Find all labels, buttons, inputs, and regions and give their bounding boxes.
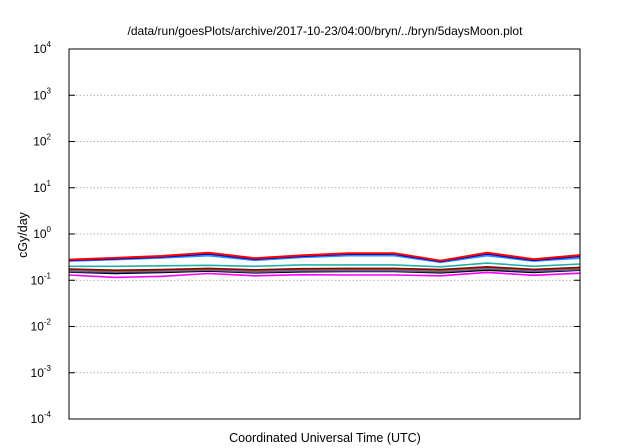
series-line [68,254,581,264]
y-tick-label-base: 10 [33,227,47,241]
y-tick-label-exponent: -4 [44,410,52,419]
chart-title: /data/run/goesPlots/archive/2017-10-23/0… [128,24,524,38]
y-tick-label: 100 [33,225,51,241]
y-tick-label: 10-1 [31,271,52,287]
y-tick-label: 102 [33,133,51,149]
series-line [69,262,581,268]
grid-lines [69,94,580,374]
series-line [68,265,581,272]
y-tick-label: 10-2 [31,318,52,334]
y-tick-label-base: 10 [33,135,47,149]
y-tick-label-exponent: -3 [44,364,52,373]
y-tick-label-base: 10 [33,181,47,195]
y-tick-label-base: 10 [33,42,47,56]
y-tick-label: 104 [33,40,51,56]
x-axis-title: Coordinated Universal Time (UTC) [229,431,421,445]
y-tick-label-base: 10 [31,366,45,380]
y-tick-label-base: 10 [31,412,45,426]
y-tick-label-base: 10 [31,320,45,334]
y-axis-title: cGy/day [16,211,30,258]
y-tick-label-exponent: 3 [47,86,52,95]
y-tick-label: 101 [33,179,51,195]
y-tick-label-exponent: 4 [47,40,52,49]
series-line [68,268,581,273]
y-tick-label-exponent: 2 [47,133,52,142]
y-tick-label: 10-3 [31,364,52,380]
y-tick-label-exponent: 0 [47,225,52,234]
y-tick-label-base: 10 [33,88,47,102]
y-tick-label: 103 [33,86,51,102]
series-line [68,271,581,279]
series-line [68,267,581,272]
y-tick-label-exponent: -2 [44,318,52,327]
series-lines [68,251,581,279]
series-line [68,251,581,262]
y-tick-label: 10-4 [31,410,52,426]
y-tick-label-exponent: -1 [44,271,52,280]
y-tick-label-base: 10 [31,273,45,287]
y-tick-label-exponent: 1 [47,179,52,188]
